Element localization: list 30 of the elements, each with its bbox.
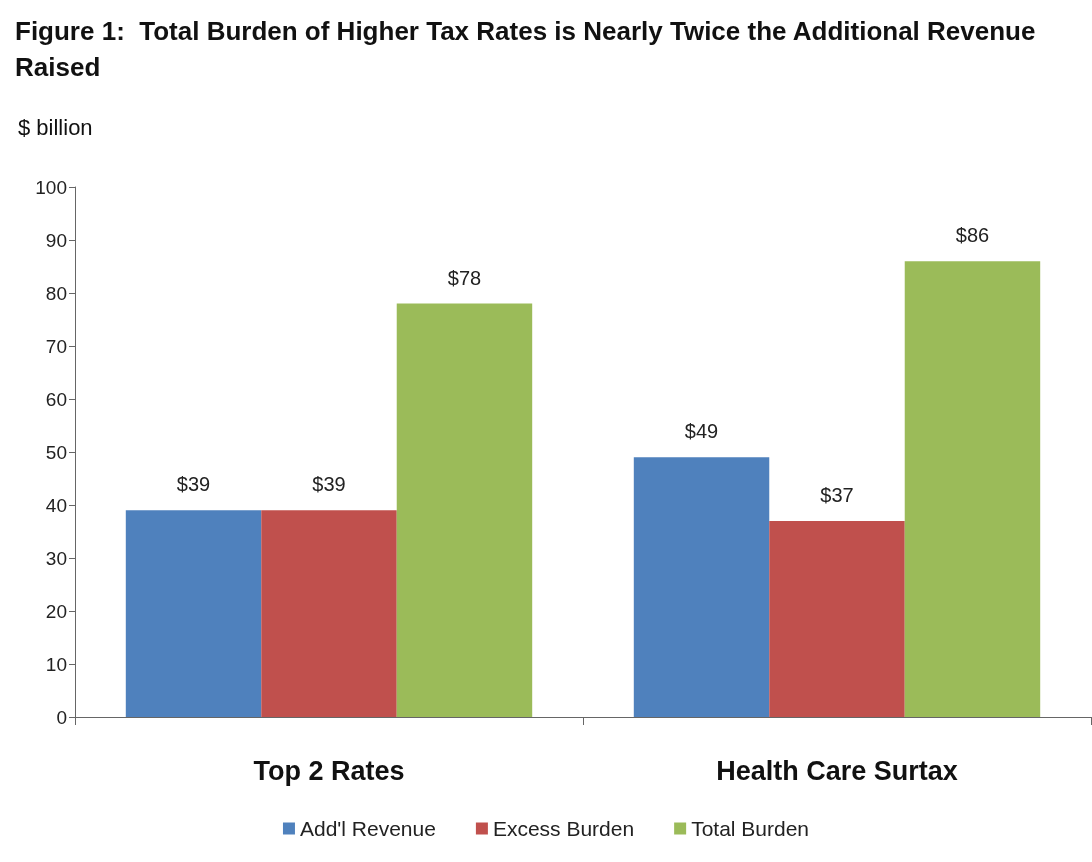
y-tick-label: 80 bbox=[45, 282, 67, 304]
legend-label: Add'l Revenue bbox=[299, 817, 436, 840]
bar bbox=[396, 303, 533, 717]
y-tick-label: 10 bbox=[45, 653, 67, 675]
legend-label: Total Burden bbox=[691, 817, 810, 840]
y-tick-label: 50 bbox=[45, 441, 67, 463]
bar bbox=[769, 520, 905, 717]
y-axis-title: $ billion bbox=[18, 114, 93, 140]
y-tick-label: 0 bbox=[56, 706, 67, 728]
y-tick-label: 60 bbox=[45, 388, 67, 410]
y-tick-label: 30 bbox=[45, 547, 67, 569]
legend-label: Excess Burden bbox=[492, 817, 635, 840]
y-tick-label: 100 bbox=[35, 176, 67, 198]
y-tick-label: 40 bbox=[45, 494, 67, 516]
data-label: $39 bbox=[176, 473, 211, 496]
data-label: $37 bbox=[820, 483, 854, 506]
y-tick-label: 20 bbox=[45, 600, 67, 622]
y-tick-label: 70 bbox=[45, 335, 67, 357]
bar bbox=[261, 510, 397, 717]
chart-title: Figure 1: Total Burden of Higher Tax Rates is Nearly Twice the Additional Revenue Raised bbox=[15, 16, 1043, 82]
data-label: $49 bbox=[684, 420, 719, 443]
bar bbox=[904, 261, 1041, 717]
bar bbox=[125, 510, 262, 717]
bar bbox=[633, 457, 770, 717]
y-tick-label: 90 bbox=[45, 229, 67, 251]
x-tick-label: Health Care Surtax bbox=[716, 755, 958, 786]
data-label: $78 bbox=[447, 266, 482, 289]
x-tick-label: Top 2 Rates bbox=[253, 755, 405, 786]
data-label: $39 bbox=[312, 473, 346, 496]
data-label: $86 bbox=[955, 224, 990, 247]
